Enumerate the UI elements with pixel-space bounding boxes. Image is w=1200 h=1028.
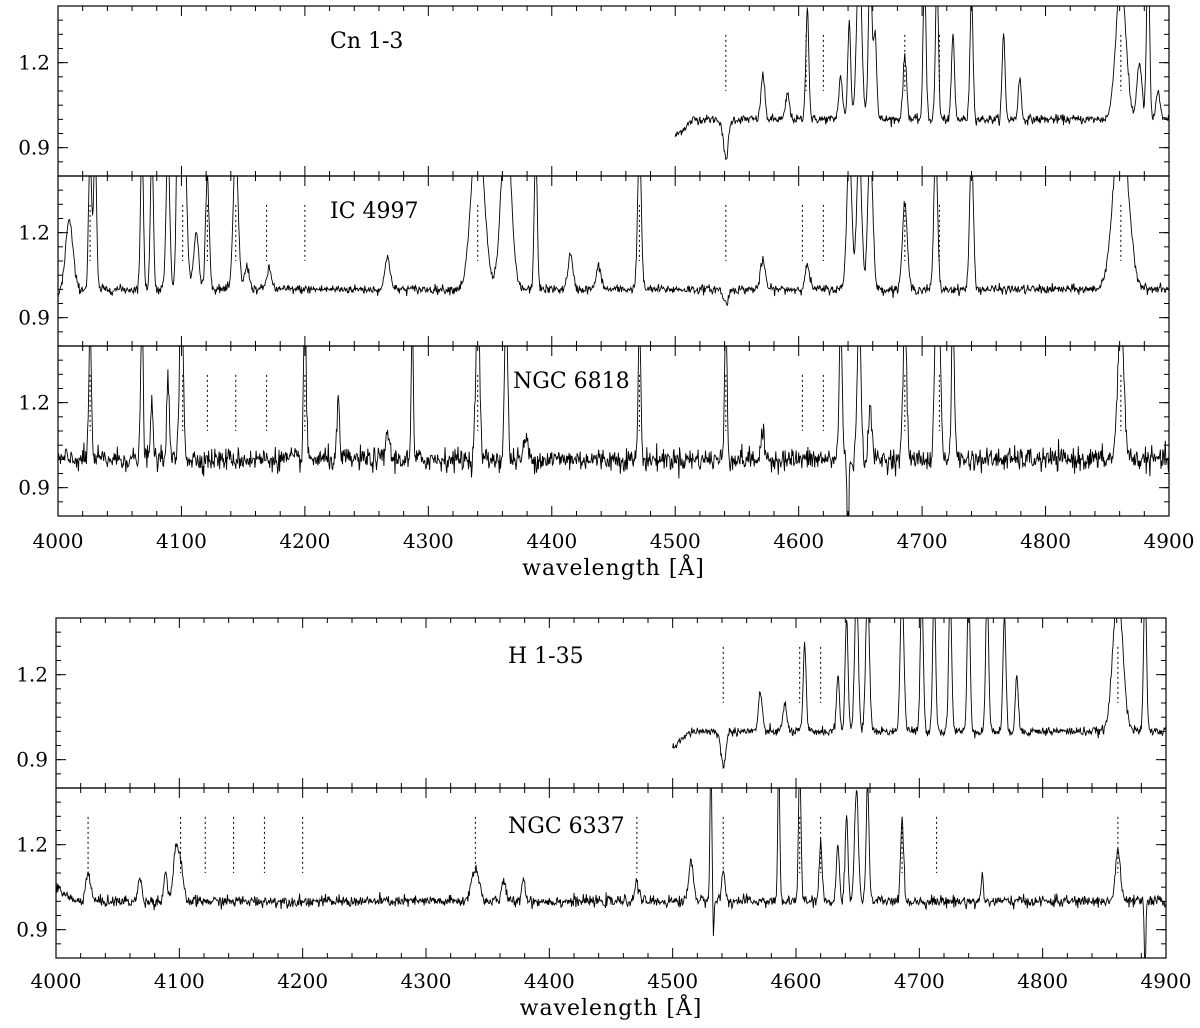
- x-tick-label: 4000: [33, 529, 84, 553]
- x-tick-label: 4100: [156, 529, 207, 553]
- y-tick-label: 0.9: [18, 476, 50, 500]
- y-tick-label: 0.9: [16, 748, 48, 772]
- y-tick-label: 0.9: [18, 306, 50, 330]
- x-tick-label: 4800: [1017, 969, 1068, 993]
- y-tick-label: 1.2: [16, 833, 48, 857]
- spectrum-line: [56, 788, 1166, 958]
- y-tick-label: 0.9: [18, 136, 50, 160]
- panel-h-1-35: 0.9 1.2 H 1-35: [16, 617, 1167, 789]
- panel-ic-4997: 0.9 1.2 IC 4997: [18, 175, 1170, 347]
- object-label: NGC 6337: [508, 814, 625, 839]
- x-tick-label: 4300: [403, 529, 454, 553]
- x-tick-label: 4900: [1141, 969, 1192, 993]
- x-tick-label: 4900: [1144, 529, 1195, 553]
- x-tick-label: 4400: [524, 969, 575, 993]
- figure-lower: 0.9 1.2 H 1-35 0.9 1.2 NGC 6337 4000 4100 4200 43…: [16, 617, 1192, 1021]
- spectrum-line: [58, 346, 1169, 516]
- x-tick-label: 4600: [771, 969, 822, 993]
- y-tick-label: 1.2: [18, 221, 50, 245]
- y-tick-label: 1.2: [16, 663, 48, 687]
- panel-ngc-6818: 0.9 1.2 NGC 6818: [18, 345, 1170, 517]
- panel-ngc-6337: 0.9 1.2 NGC 6337: [16, 787, 1167, 959]
- x-tick-label: 4500: [650, 529, 701, 553]
- x-tick-label: 4200: [277, 969, 328, 993]
- x-tick-label: 4300: [401, 969, 452, 993]
- y-tick-label: 1.2: [18, 51, 50, 75]
- object-label: H 1-35: [508, 644, 584, 669]
- x-tick-label: 4400: [526, 529, 577, 553]
- spectrum-line: [674, 6, 1169, 161]
- x-tick-label: 4800: [1020, 529, 1071, 553]
- x-tick-label: 4600: [773, 529, 824, 553]
- x-tick-label: 4500: [647, 969, 698, 993]
- panel-frame: [57, 5, 1170, 177]
- object-label: Cn 1-3: [330, 29, 403, 54]
- y-tick-label: 1.2: [18, 391, 50, 415]
- object-label: IC 4997: [330, 199, 419, 224]
- x-tick-label: 4700: [897, 529, 948, 553]
- object-label: NGC 6818: [513, 369, 630, 394]
- y-tick-label: 0.9: [16, 918, 48, 942]
- x-axis-title: wavelength [Å]: [520, 993, 703, 1021]
- x-tick-label: 4700: [894, 969, 945, 993]
- x-tick-label: 4100: [154, 969, 205, 993]
- spectrum-line: [672, 618, 1166, 769]
- panel-cn-1-3: 0.9 1.2 Cn 1-3: [18, 5, 1170, 177]
- x-tick-label: 4200: [279, 529, 330, 553]
- panel-frame: [55, 617, 1167, 789]
- x-tick-label: 4000: [31, 969, 82, 993]
- figure-upper: 0.9 1.2 Cn 1-3 0.9 1.2 IC 4997 0.9 1.2 NGC 6818 4…: [18, 5, 1195, 581]
- panel-frame: [57, 175, 1170, 347]
- spectrum-line: [58, 176, 1169, 307]
- x-axis-title: wavelength [Å]: [522, 553, 705, 581]
